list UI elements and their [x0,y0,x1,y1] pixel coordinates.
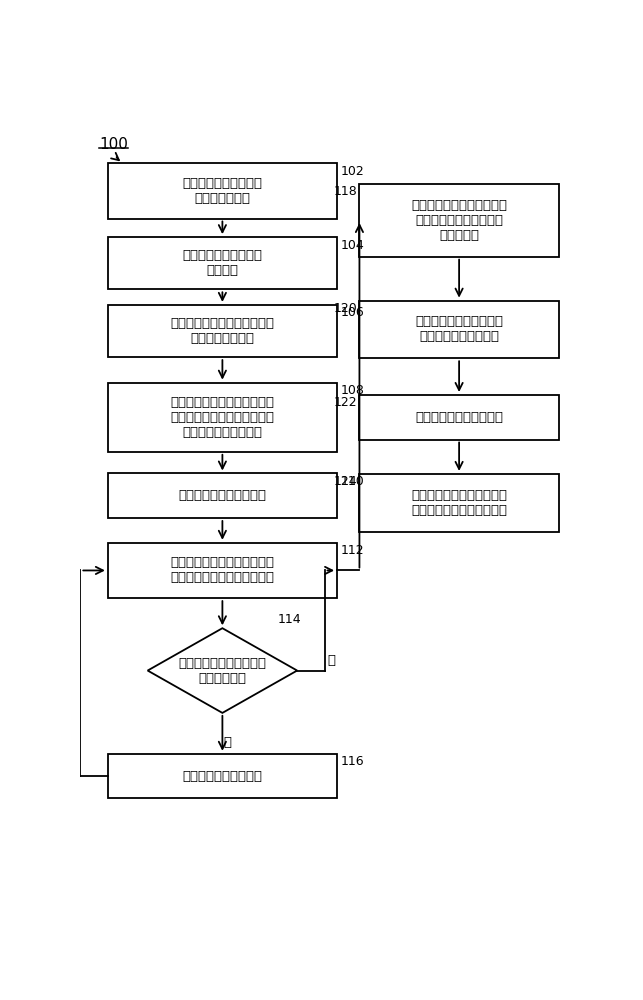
Bar [359,474,559,532]
Bar [359,395,559,440]
Text: 102: 102 [341,165,365,178]
Text: 122: 122 [333,396,357,409]
Text: 将呈现的自然语言解释分类
为针对呈现的处置选项的
正和负变元: 将呈现的自然语言解释分类 为针对呈现的处置选项的 正和负变元 [411,199,507,242]
Text: 120: 120 [333,302,357,315]
Text: 124: 124 [333,475,357,488]
Bar [359,301,559,358]
Text: 选择最高排序的处置选项: 选择最高排序的处置选项 [178,489,266,502]
Bar [108,543,337,598]
Text: 确定针对量化结果中的
每个的贡献因子: 确定针对量化结果中的 每个的贡献因子 [183,177,262,205]
Text: 110: 110 [341,475,365,488]
Text: 114: 114 [277,613,301,626]
Bar [359,184,559,257]
Bar [108,754,337,798]
Text: 116: 116 [341,755,365,768]
Bar [108,473,337,518]
Bar [108,305,337,357]
Text: 基于主要量化测量结果对可行
处置选项进行排序: 基于主要量化测量结果对可行 处置选项进行排序 [170,317,275,345]
Text: 下一可行处置接近于选择
的处置选项？: 下一可行处置接近于选择 的处置选项？ [178,657,266,685]
Bar [108,237,337,289]
Text: 生成针对呈现的处置选项
的权衡的自然语言解释: 生成针对呈现的处置选项 的权衡的自然语言解释 [415,315,503,343]
Text: 118: 118 [333,185,357,198]
Text: 104: 104 [341,239,365,252]
Bar [108,383,337,452]
Polygon shape [148,628,297,713]
Text: 100: 100 [99,137,128,152]
Text: 108: 108 [341,384,365,397]
Text: 通过重要性对贡献因子
进行排序: 通过重要性对贡献因子 进行排序 [183,249,262,277]
Text: 生成用于覆盖在处置选项排序
和贡献因子排序中的所有情形
的自然语言解释的集合: 生成用于覆盖在处置选项排序 和贡献因子排序中的所有情形 的自然语言解释的集合 [170,396,275,439]
Text: 选择下一可行处置选项: 选择下一可行处置选项 [183,770,262,783]
Text: 呈现来自针对选择的处置选项
的生成的集合的自然语言解释: 呈现来自针对选择的处置选项 的生成的集合的自然语言解释 [170,556,275,584]
Text: 是: 是 [223,736,231,749]
Text: 112: 112 [341,544,365,557]
Text: 否: 否 [327,654,335,667]
Text: 106: 106 [341,306,365,319]
Text: 呈现总为真并且独立于患者
的诊断的其他自然语言解释: 呈现总为真并且独立于患者 的诊断的其他自然语言解释 [411,489,507,517]
Text: 呈现生成的自然语言解释: 呈现生成的自然语言解释 [415,411,503,424]
Bar [108,163,337,219]
